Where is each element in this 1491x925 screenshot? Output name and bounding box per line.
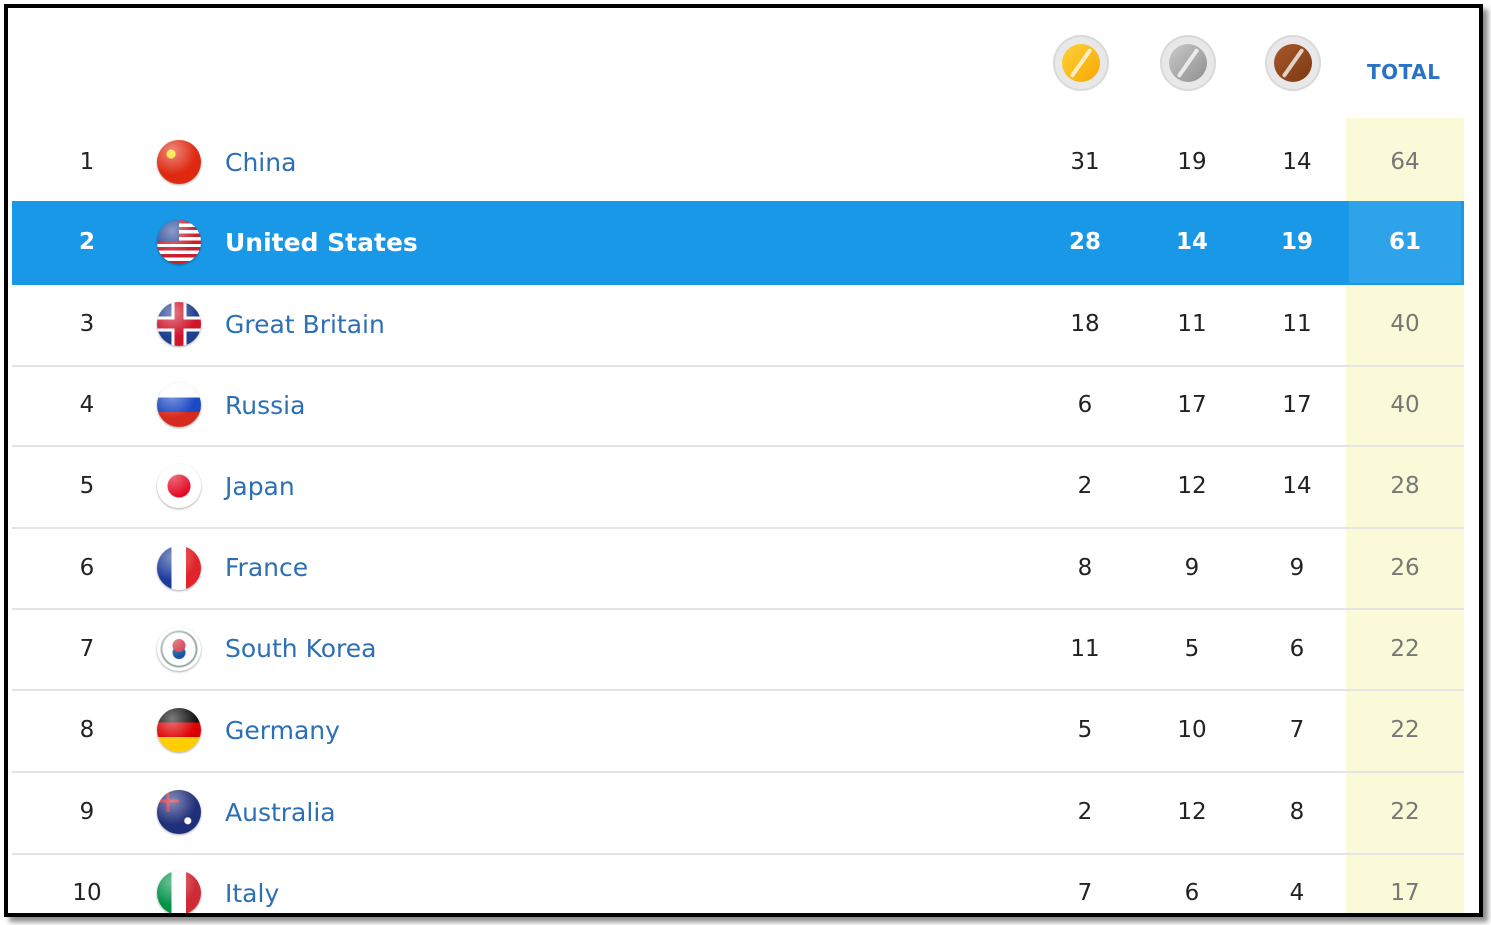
- great-britain-flag-icon: [157, 302, 201, 346]
- gold-count-cell: 11: [1070, 635, 1100, 662]
- china-flag-icon: [157, 140, 201, 184]
- gold-count-cell: 31: [1070, 149, 1100, 175]
- silver-count-cell: 11: [1177, 311, 1207, 337]
- silver-count-cell: 17: [1177, 392, 1207, 418]
- bronze-medal-disc: [1274, 44, 1312, 82]
- bronze-count-cell: 14: [1282, 149, 1312, 175]
- silver-count-cell: 19: [1177, 149, 1207, 175]
- south-korea-flag-icon: [157, 627, 201, 671]
- medal-table-row[interactable]: 3 Great Britain 18 11 11 40: [12, 283, 1464, 367]
- silver-medal-disc: [1169, 44, 1207, 82]
- silver-count-cell: 9: [1184, 554, 1200, 581]
- rank-cell: 10: [72, 880, 102, 906]
- country-name-link[interactable]: Japan: [225, 471, 295, 501]
- rank-cell: 5: [79, 473, 95, 499]
- total-count-cell: 61: [1349, 201, 1461, 283]
- bronze-count-cell: 8: [1289, 799, 1305, 825]
- rank-cell: 9: [79, 799, 95, 825]
- total-count-cell: 22: [1390, 635, 1420, 662]
- medal-table-row[interactable]: 9 Australia 2 12 8 22: [12, 771, 1464, 855]
- silver-count-cell: 6: [1184, 880, 1200, 906]
- bronze-count-cell: 11: [1282, 311, 1312, 337]
- medal-table-header: TOTAL: [12, 8, 1464, 118]
- medal-table-row[interactable]: 7 South Korea 11 5 6 22: [12, 608, 1464, 691]
- country-name-link[interactable]: Germany: [225, 715, 340, 745]
- australia-flag-icon: [157, 790, 201, 834]
- france-flag-icon: [157, 546, 201, 590]
- rank-cell: 7: [79, 635, 95, 662]
- total-column-header[interactable]: TOTAL: [1367, 60, 1441, 84]
- total-count-cell: 22: [1390, 717, 1420, 743]
- medal-table-row[interactable]: 8 Germany 5 10 7 22: [12, 689, 1464, 773]
- medal-table-row[interactable]: 1 China 31 19 14 64: [12, 123, 1464, 203]
- rank-cell: 1: [79, 149, 95, 175]
- country-name-link[interactable]: France: [225, 553, 309, 582]
- rank-cell: 8: [79, 717, 95, 743]
- bronze-count-cell: 7: [1289, 717, 1305, 743]
- bronze-count-cell: 14: [1282, 473, 1312, 499]
- medal-table-row[interactable]: 2 United States 28 14 19 61: [12, 201, 1464, 285]
- bronze-count-cell: 9: [1289, 554, 1305, 581]
- country-name-link[interactable]: United States: [225, 227, 418, 257]
- country-name-link[interactable]: Great Britain: [225, 309, 385, 339]
- medal-table-frame: TOTAL 1 China 31 19 14 64 2 United States 28 14 19…: [4, 4, 1483, 917]
- japan-flag-icon: [157, 464, 201, 508]
- total-count-cell: 28: [1390, 473, 1420, 499]
- silver-count-cell: 5: [1184, 635, 1200, 662]
- country-name-link[interactable]: China: [225, 147, 297, 177]
- bronze-count-cell: 19: [1280, 229, 1313, 255]
- silver-count-cell: 12: [1177, 799, 1207, 825]
- bronze-medal-icon[interactable]: [1265, 35, 1321, 91]
- medal-table: TOTAL 1 China 31 19 14 64 2 United States 28 14 19…: [12, 8, 1464, 913]
- total-count-cell: 26: [1390, 554, 1420, 581]
- bronze-count-cell: 6: [1289, 635, 1305, 662]
- united-states-flag-icon: [157, 220, 201, 264]
- medal-table-row[interactable]: 6 France 8 9 9 26: [12, 527, 1464, 610]
- gold-count-cell: 2: [1077, 473, 1093, 499]
- silver-count-cell: 14: [1175, 229, 1208, 255]
- gold-count-cell: 8: [1077, 554, 1093, 581]
- total-count-cell: 17: [1390, 880, 1420, 906]
- silver-medal-icon[interactable]: [1160, 35, 1216, 91]
- silver-count-cell: 10: [1177, 717, 1207, 743]
- gold-medal-icon[interactable]: [1053, 35, 1109, 91]
- total-count-cell: 64: [1390, 149, 1420, 175]
- medal-table-row[interactable]: 5 Japan 2 12 14 28: [12, 445, 1464, 529]
- rank-cell: 4: [79, 392, 95, 418]
- germany-flag-icon: [157, 708, 201, 752]
- rank-cell: 3: [79, 311, 95, 337]
- country-name-link[interactable]: Italy: [225, 878, 280, 908]
- rank-cell: 2: [78, 229, 95, 255]
- country-name-link[interactable]: Russia: [225, 390, 306, 420]
- gold-count-cell: 28: [1068, 229, 1101, 255]
- country-name-link[interactable]: South Korea: [225, 634, 377, 663]
- medal-table-row[interactable]: 4 Russia 6 17 17 40: [12, 365, 1464, 447]
- bronze-count-cell: 17: [1282, 392, 1312, 418]
- gold-count-cell: 2: [1077, 799, 1093, 825]
- italy-flag-icon: [157, 871, 201, 913]
- gold-count-cell: 18: [1070, 311, 1100, 337]
- total-count-cell: 22: [1390, 799, 1420, 825]
- russia-flag-icon: [157, 383, 201, 427]
- bronze-count-cell: 4: [1289, 880, 1305, 906]
- gold-count-cell: 6: [1077, 392, 1093, 418]
- silver-count-cell: 12: [1177, 473, 1207, 499]
- country-name-link[interactable]: Australia: [225, 797, 336, 827]
- medal-table-row[interactable]: 10 Italy 7 6 4 17: [12, 853, 1464, 913]
- total-count-cell: 40: [1390, 392, 1420, 418]
- total-count-cell: 40: [1390, 311, 1420, 337]
- gold-count-cell: 7: [1077, 880, 1093, 906]
- rank-cell: 6: [79, 554, 95, 581]
- gold-medal-disc: [1062, 44, 1100, 82]
- gold-count-cell: 5: [1077, 717, 1093, 743]
